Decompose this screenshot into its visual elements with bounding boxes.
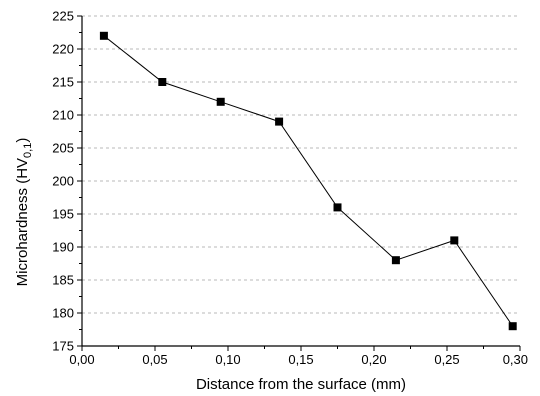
x-axis-title: Distance from the surface (mm): [196, 376, 406, 393]
y-axis-title-close: ): [14, 138, 31, 143]
x-tick-label: 0,00: [69, 352, 94, 367]
x-tick-label: 0,10: [215, 352, 240, 367]
data-series: [99, 31, 517, 331]
y-tick-label: 180: [52, 306, 74, 321]
y-tick-label: 190: [52, 240, 74, 255]
grid-lines: [82, 15, 520, 314]
x-tick-label: 0,05: [142, 352, 167, 367]
tick-labels: 175 180 185 190 195 200 205 210 215 220 225 0,00 0,0…: [52, 9, 528, 368]
y-tick-label: 210: [52, 108, 74, 123]
y-axis-title: Microhardness (HV0,1): [14, 138, 34, 287]
x-tick-label: 0,25: [434, 352, 459, 367]
x-tick-label: 0,15: [288, 352, 313, 367]
y-tick-label: 220: [52, 42, 74, 57]
y-tick-label: 225: [52, 9, 74, 24]
data-point: [216, 97, 225, 106]
data-point: [99, 31, 108, 40]
y-axis-title-main: Microhardness (HV: [14, 158, 31, 286]
data-point: [450, 236, 459, 245]
y-tick-label: 185: [52, 273, 74, 288]
y-tick-label: 215: [52, 75, 74, 90]
y-tick-label: 200: [52, 174, 74, 189]
series-line: [103, 35, 514, 327]
x-tick-label: 0,30: [503, 352, 528, 367]
x-tick-label: 0,20: [361, 352, 386, 367]
y-tick-label: 195: [52, 207, 74, 222]
data-point: [275, 117, 284, 126]
y-tick-label: 175: [52, 339, 74, 354]
data-point: [333, 203, 342, 212]
axis-ticks: [77, 15, 521, 351]
y-tick-label: 205: [52, 141, 74, 156]
data-point: [508, 322, 517, 331]
data-point: [391, 256, 400, 265]
y-axis-title-subscript: 0,1: [22, 143, 34, 158]
data-point: [158, 78, 167, 86]
